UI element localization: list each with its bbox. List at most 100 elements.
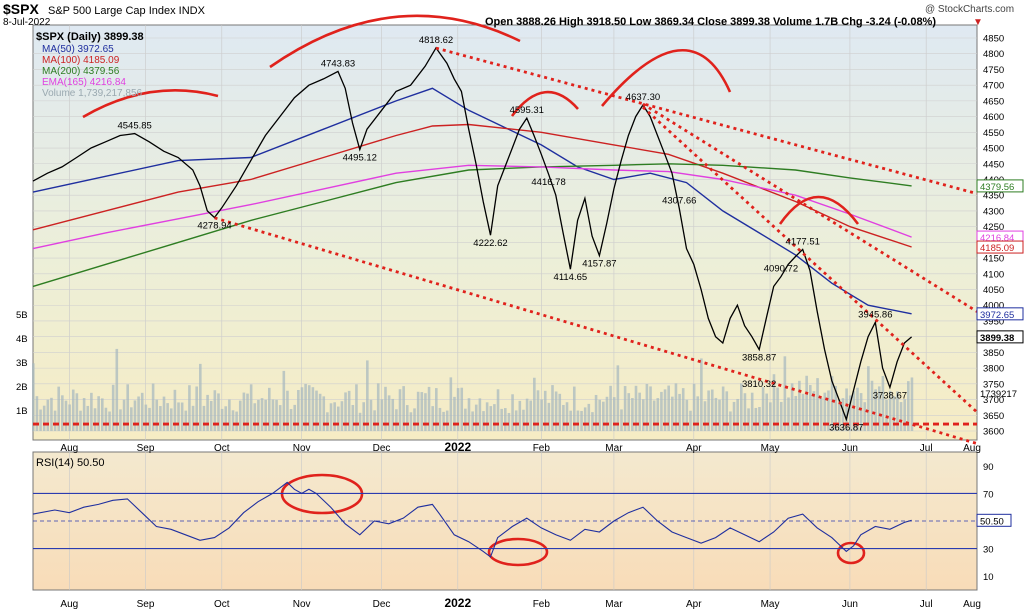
- volume-bar: [692, 383, 696, 431]
- y-tick-label: 4850: [983, 34, 1004, 45]
- y-tick-label: 4150: [983, 254, 1004, 265]
- price-label: 4595.31: [510, 105, 544, 116]
- volume-bar: [554, 391, 558, 431]
- x-tick-label: May: [761, 599, 780, 610]
- volume-bar: [769, 402, 772, 431]
- circle-annotation: [487, 537, 549, 567]
- volume-bar: [387, 395, 391, 431]
- volume-bar: [217, 393, 220, 431]
- volume-bar: [449, 377, 453, 431]
- price-label: 4545.85: [117, 121, 151, 132]
- volume-bar: [511, 394, 514, 431]
- volume-bar: [166, 403, 169, 431]
- volume-bar: [395, 409, 398, 431]
- arc-annotation: [601, 48, 732, 107]
- chart-title: S&P 500 Large Cap Index INDX: [48, 5, 206, 17]
- volume-bar: [598, 399, 601, 431]
- volume-bar: [652, 400, 656, 431]
- volume-bar: [529, 400, 533, 431]
- x-tick-label: Aug: [963, 443, 981, 454]
- volume-bar: [286, 390, 289, 431]
- volume-bar: [707, 390, 710, 431]
- volume-bar: [478, 398, 482, 431]
- volume-bar: [718, 399, 721, 431]
- price-label: 4818.62: [419, 35, 453, 46]
- volume-bar: [32, 363, 35, 431]
- x-tick-label: Oct: [214, 599, 230, 610]
- volume-bar: [743, 393, 747, 431]
- value-tag-text: 3972.65: [980, 310, 1014, 321]
- volume-bar: [816, 378, 819, 431]
- volume-bar: [562, 404, 565, 431]
- volume-bar: [888, 390, 892, 431]
- volume-bar: [504, 408, 507, 431]
- x-tick-label: Aug: [60, 443, 78, 454]
- x-tick-label: Nov: [293, 599, 311, 610]
- volume-bar: [224, 406, 228, 431]
- volume-bar: [482, 411, 485, 431]
- volume-bar: [507, 412, 511, 431]
- volume-bar: [140, 392, 144, 431]
- legend-entry: MA(50) 3972.65: [42, 44, 114, 55]
- volume-bar: [489, 406, 493, 431]
- volume-bar: [874, 389, 877, 431]
- rsi-line: [32, 481, 912, 558]
- x-tick-label: Dec: [373, 443, 391, 454]
- volume-bar: [427, 386, 431, 431]
- volume-bar: [634, 385, 638, 431]
- volume-bar: [794, 396, 798, 431]
- volume-bar: [79, 410, 82, 431]
- volume-bar: [543, 390, 547, 431]
- volume-bar: [369, 399, 373, 431]
- chart-date: 8-Jul-2022: [3, 17, 51, 28]
- volume-bar: [576, 410, 580, 431]
- volume-bar: [750, 392, 754, 431]
- x-tick-label: Nov: [293, 443, 311, 454]
- volume-bar: [779, 401, 783, 431]
- volume-bar: [558, 393, 562, 431]
- volume-bar: [812, 391, 816, 431]
- x-tick-label: 2022: [444, 440, 471, 454]
- rsi-series: 103050709050.50: [32, 462, 1012, 583]
- price-label: 3858.87: [742, 353, 776, 364]
- y-tick-label: 4000: [983, 301, 1004, 312]
- volume-bar: [100, 398, 104, 431]
- volume-bar: [689, 410, 692, 431]
- price-label: 4090.72: [764, 264, 798, 275]
- volume-bar: [623, 386, 627, 431]
- volume-bar: [206, 394, 209, 431]
- y-tick-label: 4050: [983, 285, 1004, 296]
- volume-bar: [195, 386, 198, 431]
- volume-bar: [518, 400, 522, 431]
- y-tick-label: 4250: [983, 222, 1004, 233]
- volume-bar: [827, 390, 830, 431]
- x-tick-label: Dec: [373, 599, 391, 610]
- volume-bar: [177, 402, 180, 431]
- x-tick-label: Apr: [686, 443, 702, 454]
- volume-bar: [409, 412, 413, 431]
- price-series: [32, 46, 913, 422]
- price-label: 4157.87: [582, 259, 616, 270]
- volume-bar: [565, 402, 569, 431]
- price-label: 4743.83: [321, 58, 355, 69]
- volume-bar: [57, 386, 61, 431]
- rsi-value-tag-text: 50.50: [980, 516, 1004, 527]
- volume-bar: [402, 386, 405, 431]
- rsi-label: RSI(14) 50.50: [36, 457, 104, 469]
- arc-annotation: [269, 14, 521, 69]
- axes: Aug Aug Sep Sep Oct Oct Nov Nov Dec Dec 2022 2022 Fe…: [16, 34, 1024, 610]
- y-tick-label: 3600: [983, 427, 1004, 438]
- price-label: 3636.87: [829, 422, 863, 433]
- price-label: 4416.78: [531, 177, 565, 188]
- volume-bar: [823, 392, 827, 431]
- volume-bar: [667, 385, 670, 431]
- volume-bar: [660, 391, 663, 431]
- volume-bar: [467, 398, 471, 431]
- x-tick-label: Jun: [842, 443, 858, 454]
- y-tick-label: 3750: [983, 379, 1004, 390]
- y-tick-label: 4550: [983, 128, 1004, 139]
- volume-bar: [130, 407, 133, 431]
- volume-bar: [678, 393, 681, 431]
- price-label: 4278.94: [197, 221, 231, 232]
